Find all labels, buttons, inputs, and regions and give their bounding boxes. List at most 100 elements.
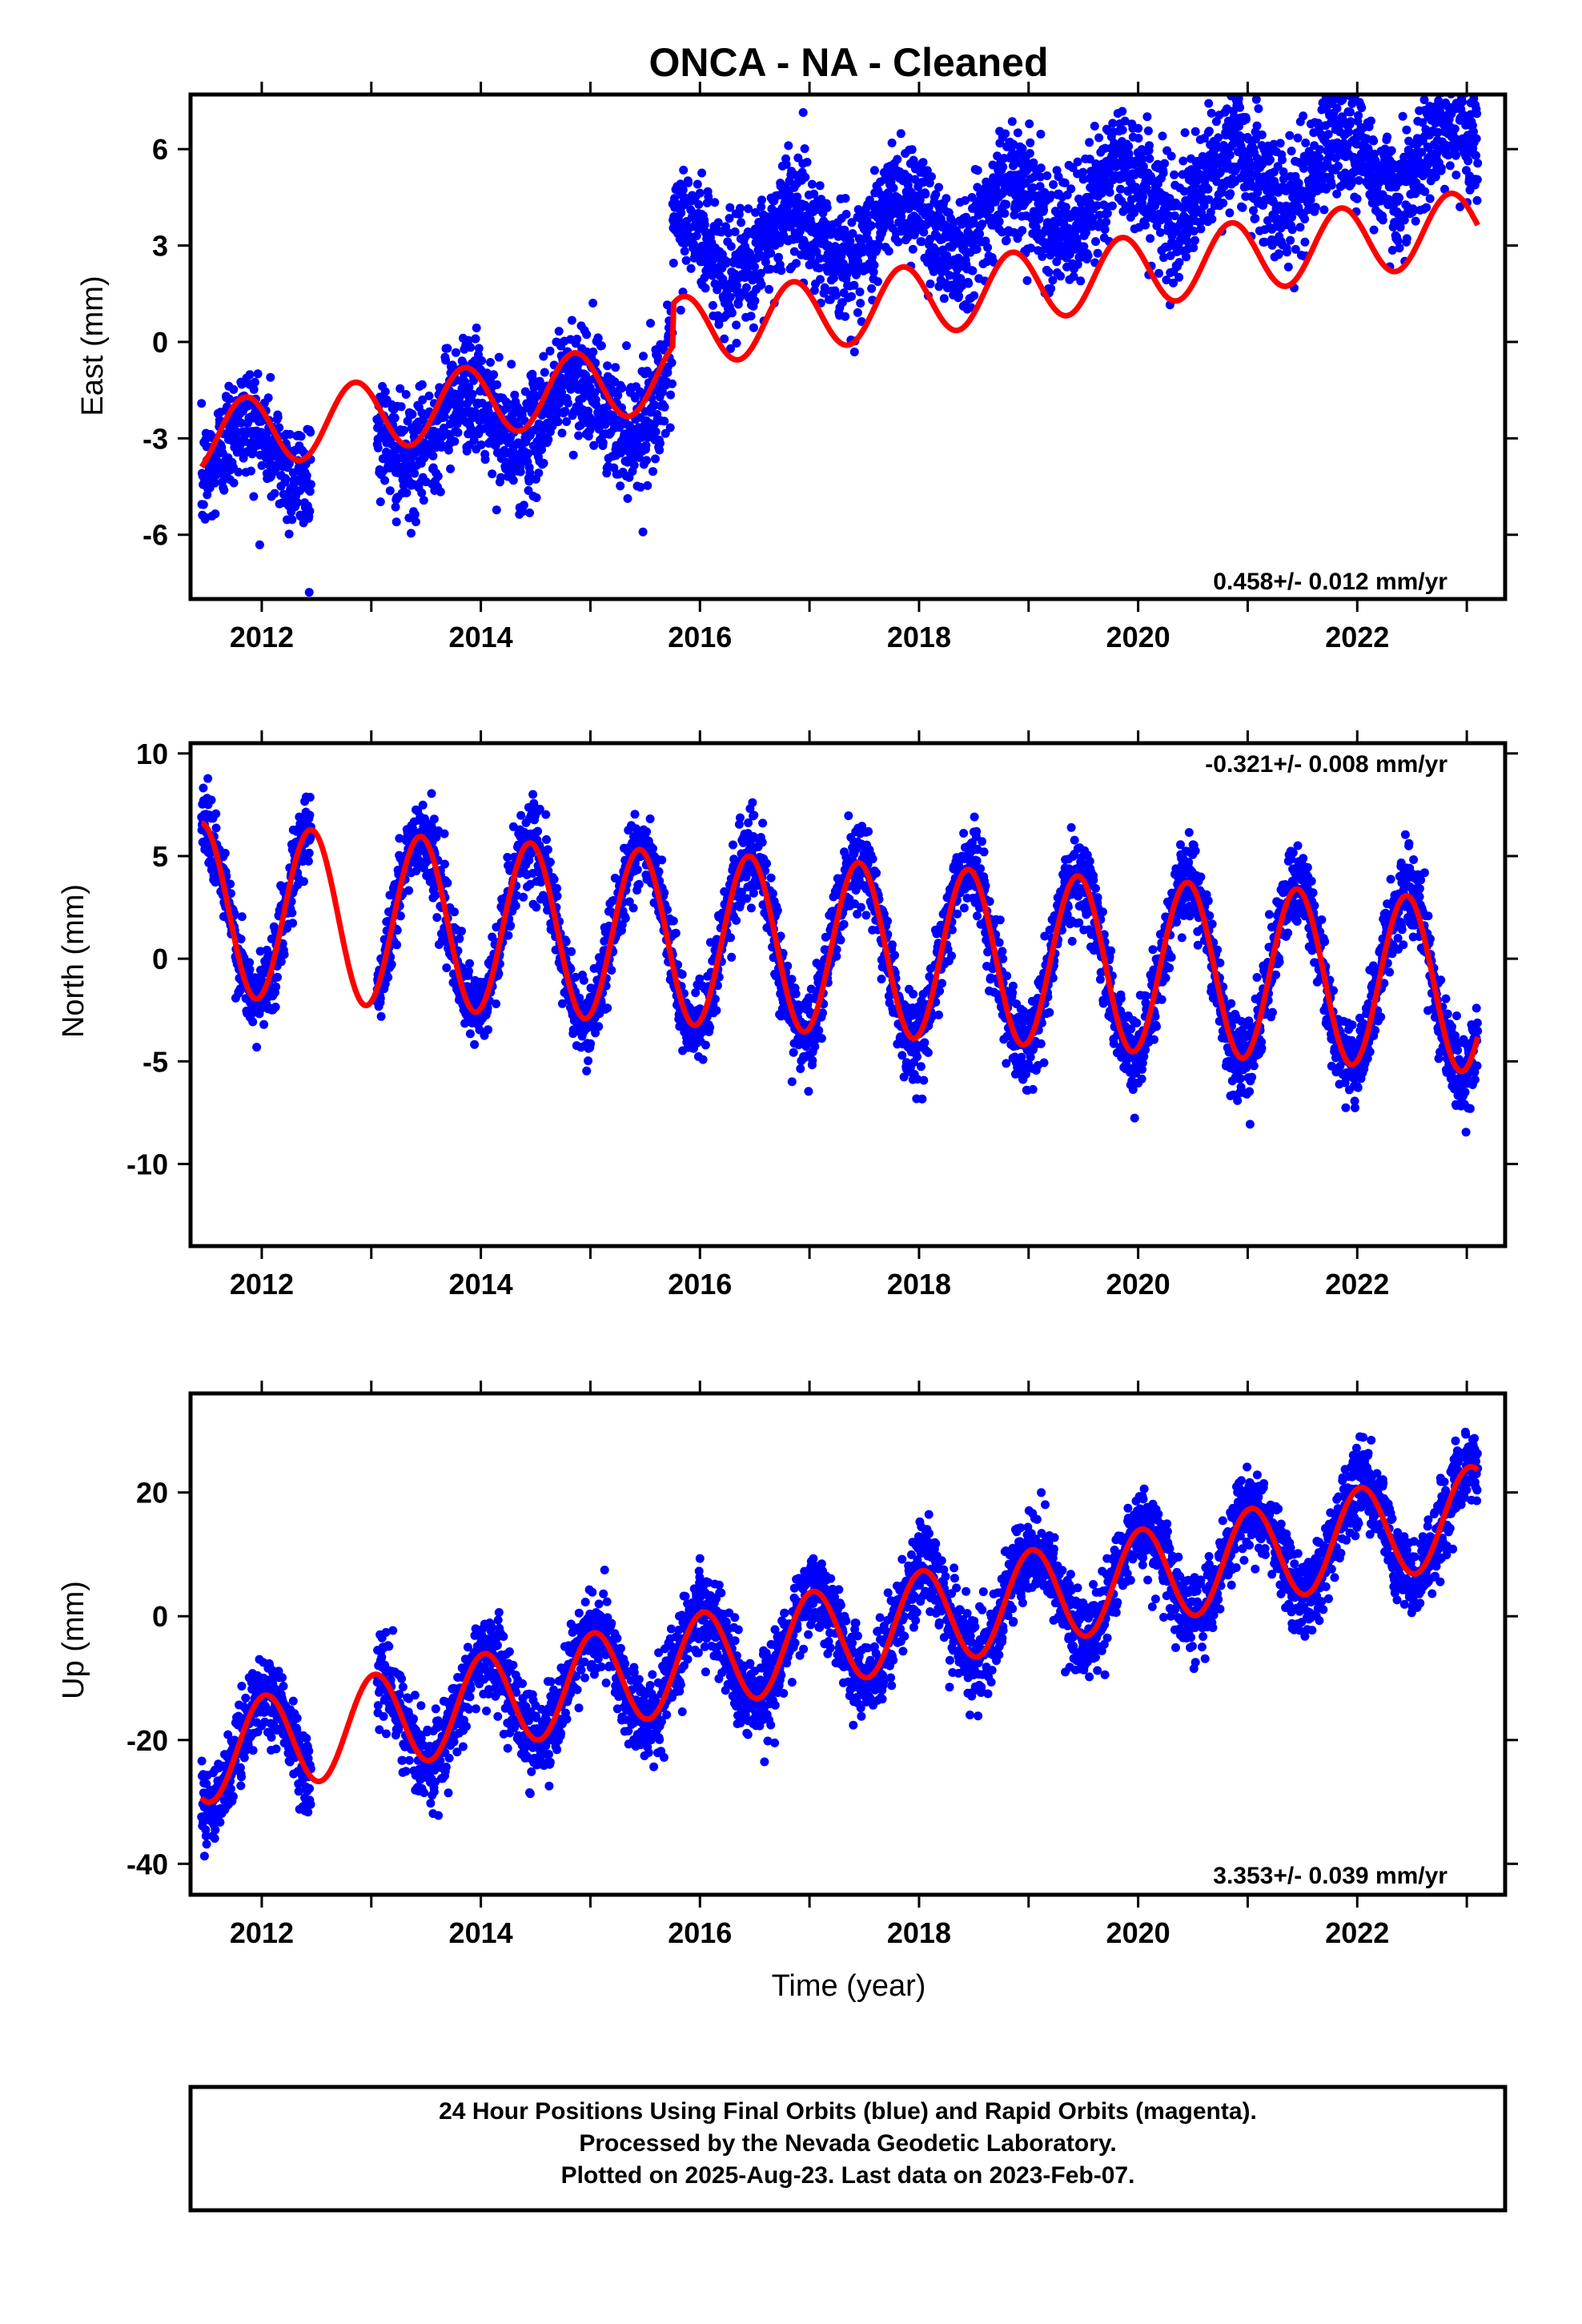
data-point xyxy=(436,487,445,497)
data-point xyxy=(1118,107,1127,116)
data-point xyxy=(1207,108,1216,118)
data-point xyxy=(428,451,438,460)
data-point xyxy=(525,508,534,517)
data-point xyxy=(1010,211,1019,219)
data-point xyxy=(219,464,228,474)
data-point xyxy=(375,497,385,507)
data-point xyxy=(1408,204,1418,214)
data-point xyxy=(1464,156,1473,166)
data-point xyxy=(305,506,315,516)
data-point xyxy=(1094,133,1104,143)
data-point xyxy=(1182,252,1191,262)
data-point xyxy=(288,919,298,928)
data-point xyxy=(856,299,865,308)
data-point xyxy=(443,344,452,353)
data-point xyxy=(1025,149,1034,158)
data-point xyxy=(435,383,444,392)
data-point xyxy=(660,402,669,412)
data-point xyxy=(1155,227,1165,237)
data-point xyxy=(250,377,259,387)
data-point xyxy=(483,1003,492,1013)
data-point xyxy=(516,810,526,820)
data-point xyxy=(373,443,383,452)
data-point xyxy=(1204,195,1214,204)
data-point xyxy=(725,203,735,212)
data-point xyxy=(784,141,793,151)
data-point xyxy=(489,370,499,380)
data-point xyxy=(474,344,484,353)
data-point xyxy=(617,383,627,392)
data-point xyxy=(1460,66,1468,74)
data-point xyxy=(1206,207,1215,217)
data-point xyxy=(1102,209,1112,218)
data-point xyxy=(1170,170,1179,179)
data-point xyxy=(568,450,578,460)
data-point xyxy=(1226,189,1235,199)
data-point xyxy=(1444,78,1453,86)
data-point xyxy=(1034,215,1044,224)
data-point xyxy=(793,192,802,202)
data-point xyxy=(510,390,520,400)
data-point xyxy=(396,384,405,393)
data-point xyxy=(1423,61,1431,70)
data-point xyxy=(1118,125,1127,135)
data-point xyxy=(572,334,582,344)
data-point xyxy=(488,932,497,942)
data-point xyxy=(417,489,427,497)
data-point xyxy=(1402,125,1411,135)
data-point xyxy=(1438,70,1447,79)
data-point xyxy=(1145,141,1154,151)
data-point xyxy=(1287,147,1296,156)
data-point xyxy=(471,334,480,344)
data-point xyxy=(1472,175,1482,184)
data-point xyxy=(746,312,756,321)
data-point xyxy=(554,327,564,336)
data-point xyxy=(226,879,235,889)
data-point xyxy=(255,947,265,956)
data-point xyxy=(1455,73,1464,82)
data-point xyxy=(1105,187,1114,197)
data-point xyxy=(1079,242,1089,251)
data-point xyxy=(1418,118,1427,127)
data-point xyxy=(646,319,655,328)
data-point xyxy=(266,372,275,382)
data-point xyxy=(718,274,728,283)
data-point xyxy=(535,376,544,386)
data-point xyxy=(972,244,982,254)
data-point xyxy=(564,398,572,408)
data-point xyxy=(226,889,235,899)
data-point xyxy=(1456,202,1465,211)
data-point xyxy=(279,950,289,959)
data-point xyxy=(492,380,502,389)
data-point xyxy=(1191,127,1200,136)
data-point xyxy=(660,416,669,426)
data-point xyxy=(874,240,884,250)
data-point xyxy=(983,243,993,252)
data-point xyxy=(1369,225,1379,235)
data-point xyxy=(889,183,898,193)
data-point xyxy=(737,218,746,227)
data-point xyxy=(271,982,281,991)
data-point xyxy=(1069,271,1078,281)
data-point xyxy=(427,789,436,798)
data-point xyxy=(751,207,761,217)
data-point xyxy=(1166,251,1175,260)
data-point xyxy=(1414,85,1423,94)
east-model-line xyxy=(199,190,1480,469)
data-point xyxy=(931,190,941,199)
data-point xyxy=(1395,193,1404,203)
data-point xyxy=(678,185,688,195)
data-point xyxy=(1035,182,1045,191)
data-point xyxy=(1191,235,1199,245)
data-point xyxy=(1331,153,1340,163)
data-point xyxy=(1134,123,1143,133)
data-point xyxy=(419,496,428,505)
data-point xyxy=(418,800,428,810)
data-point xyxy=(630,393,640,403)
data-point xyxy=(1457,70,1466,78)
data-point xyxy=(1238,203,1247,212)
data-point xyxy=(255,540,264,549)
data-point xyxy=(401,390,411,399)
data-point xyxy=(1189,243,1199,252)
